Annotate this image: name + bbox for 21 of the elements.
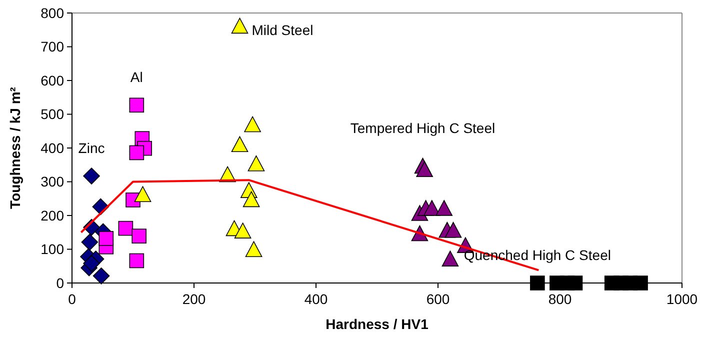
y-tick-label: 800 <box>40 4 64 21</box>
y-tick-label: 100 <box>40 241 64 258</box>
x-tick-label: 800 <box>548 291 572 307</box>
annotation: Tempered High C Steel <box>350 120 496 136</box>
x-tick-label: 0 <box>68 291 76 307</box>
x-tick-label: 400 <box>304 291 328 307</box>
y-tick-label: 400 <box>40 140 64 156</box>
annotation: Mild Steel <box>252 22 314 38</box>
x-axis-title: Hardness / HV1 <box>326 316 429 332</box>
y-tick-label: 700 <box>40 38 64 55</box>
annotation: Zinc <box>78 140 105 156</box>
y-tick-label: 0 <box>56 274 64 291</box>
y-tick-label: 300 <box>40 174 64 190</box>
x-tick-label: 600 <box>426 291 450 307</box>
y-tick-label: 500 <box>40 106 64 122</box>
annotation: Al <box>130 69 143 86</box>
x-tick-label: 200 <box>182 291 206 307</box>
y-axis-title: Toughness / kJ m² <box>7 86 23 209</box>
y-tick-label: 200 <box>40 207 64 224</box>
y-tick-label: 600 <box>40 72 64 88</box>
x-tick-label: 1000 <box>666 291 698 307</box>
